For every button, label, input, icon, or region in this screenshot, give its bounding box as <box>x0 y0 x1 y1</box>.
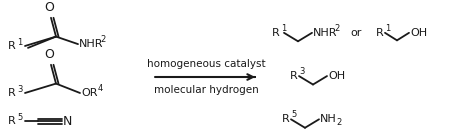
Text: molecular hydrogen: molecular hydrogen <box>154 85 259 95</box>
Text: OR: OR <box>81 88 98 98</box>
Text: 5: 5 <box>17 113 22 122</box>
Text: NHR: NHR <box>313 28 337 38</box>
Text: or: or <box>350 28 362 38</box>
Text: R: R <box>376 28 384 38</box>
Text: NHR: NHR <box>79 39 103 49</box>
Text: 3: 3 <box>17 85 22 94</box>
Text: R: R <box>282 114 290 124</box>
Text: 1: 1 <box>281 24 286 33</box>
Text: OH: OH <box>410 28 427 38</box>
Text: R: R <box>8 88 16 98</box>
Text: N: N <box>63 115 73 128</box>
Text: 2: 2 <box>334 24 339 33</box>
Text: 2: 2 <box>100 35 105 44</box>
Text: 4: 4 <box>98 84 103 93</box>
Text: OH: OH <box>328 71 345 81</box>
Text: O: O <box>44 48 54 61</box>
Text: R: R <box>8 41 16 51</box>
Text: R: R <box>290 71 298 81</box>
Text: 1: 1 <box>17 38 22 47</box>
Text: 2: 2 <box>336 118 341 127</box>
Text: R: R <box>272 28 280 38</box>
Text: homogeneous catalyst: homogeneous catalyst <box>147 60 266 69</box>
Text: 5: 5 <box>291 110 296 119</box>
Text: NH: NH <box>320 114 337 124</box>
Text: 3: 3 <box>299 67 304 76</box>
Text: O: O <box>44 1 54 14</box>
Text: 1: 1 <box>385 24 390 33</box>
Text: R: R <box>8 116 16 126</box>
